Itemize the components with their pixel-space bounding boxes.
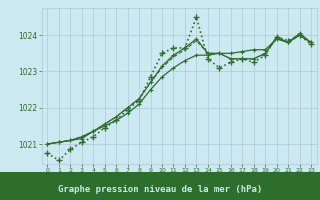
Text: Graphe pression niveau de la mer (hPa): Graphe pression niveau de la mer (hPa) (58, 184, 262, 194)
